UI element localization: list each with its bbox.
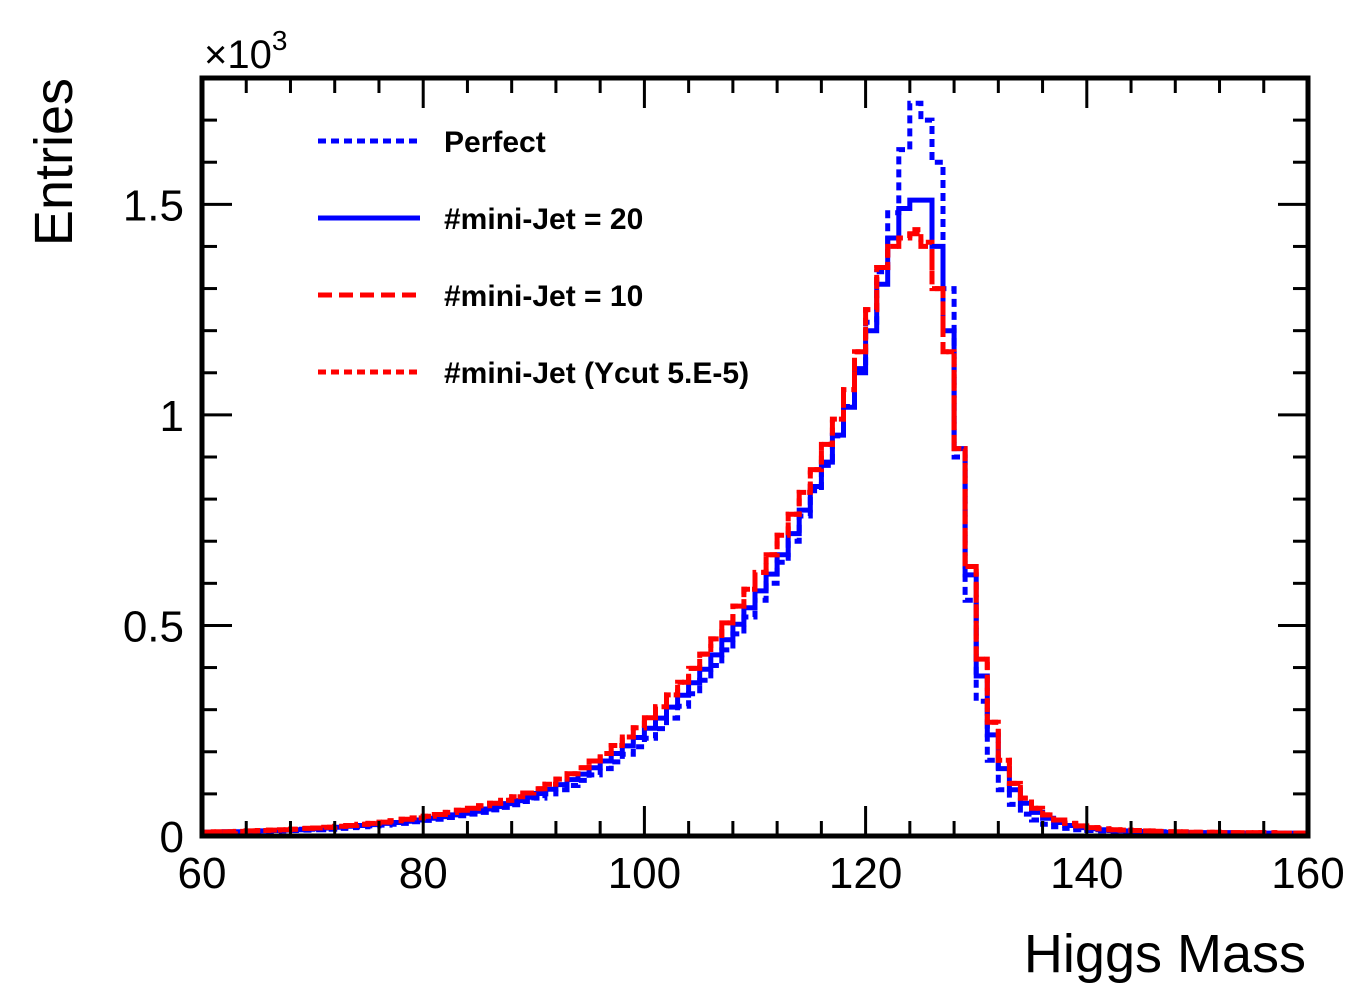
y-multiplier-base: ×10 [204, 33, 272, 77]
y-tick-label: 1 [160, 392, 184, 441]
series-4-line [202, 227, 1308, 836]
legend-label: #mini-Jet = 20 [444, 203, 643, 236]
x-tick-label: 120 [829, 849, 902, 898]
x-tick-label: 100 [608, 849, 681, 898]
series-1-line [202, 100, 1308, 836]
y-axis-title: Entries [24, 78, 84, 246]
legend-label: #mini-Jet = 10 [444, 280, 643, 313]
y-multiplier-exponent: 3 [272, 25, 288, 56]
y-multiplier: ×103 [204, 25, 287, 77]
y-tick-label: 0.5 [123, 602, 184, 651]
legend: Perfect #mini-Jet = 20 #mini-Jet = 10 #mini… [318, 126, 749, 390]
x-tick-label: 80 [399, 849, 448, 898]
series-3-line [202, 231, 1308, 836]
series-layer [202, 100, 1308, 836]
legend-label: Perfect [444, 126, 546, 159]
x-tick-label: 160 [1271, 849, 1344, 898]
x-tick-label: 60 [178, 849, 227, 898]
y-tick-label: 1.5 [123, 181, 184, 230]
plot-frame [199, 75, 1311, 839]
ticks-layer: 60 80 100 120 140 160 0 0.5 1 1.5 [123, 78, 1345, 898]
legend-label: #mini-Jet (Ycut 5.E-5) [444, 357, 749, 390]
x-axis-title: Higgs Mass [1024, 924, 1306, 984]
y-tick-label: 0 [160, 813, 184, 862]
x-tick-label: 140 [1050, 849, 1123, 898]
